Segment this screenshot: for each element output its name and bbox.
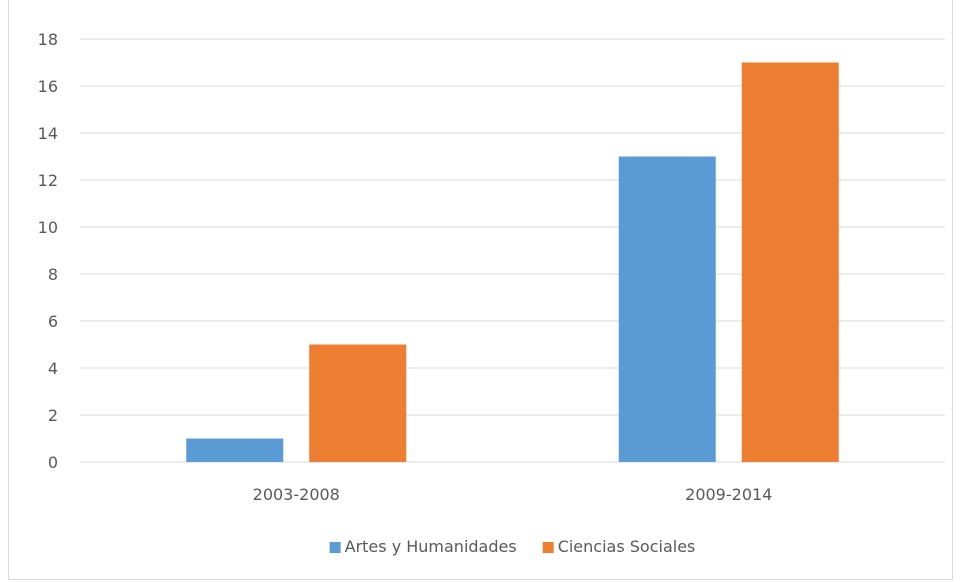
y-axis-ticks: 0 2 4 6 8 10 12 14 16 18 bbox=[38, 30, 58, 472]
legend-item: Artes y Humanidades bbox=[329, 537, 517, 556]
bar-artes-y-humanidades-2009-2014 bbox=[618, 156, 716, 462]
y-tick-label: 6 bbox=[48, 312, 58, 331]
x-axis-categories: 2003-2008 2009-2014 bbox=[253, 485, 773, 504]
y-tick-label: 14 bbox=[38, 124, 58, 143]
y-tick-label: 16 bbox=[38, 77, 58, 96]
x-category-label: 2003-2008 bbox=[253, 485, 340, 504]
x-category-label: 2009-2014 bbox=[685, 485, 772, 504]
legend-item: Ciencias Sociales bbox=[542, 537, 696, 556]
legend-swatch bbox=[329, 542, 341, 553]
y-tick-label: 8 bbox=[48, 265, 58, 284]
chart-frame bbox=[8, 0, 953, 580]
bar-ciencias-sociales-2003-2008 bbox=[309, 344, 407, 462]
legend: Artes y Humanidades Ciencias Sociales bbox=[329, 537, 696, 556]
bar-artes-y-humanidades-2003-2008 bbox=[186, 438, 284, 462]
legend-swatch bbox=[542, 542, 554, 553]
bars bbox=[186, 62, 839, 462]
y-tick-label: 12 bbox=[38, 171, 58, 190]
y-tick-label: 18 bbox=[38, 30, 58, 49]
y-tick-label: 0 bbox=[48, 453, 58, 472]
y-tick-label: 2 bbox=[48, 406, 58, 425]
y-tick-label: 4 bbox=[48, 359, 58, 378]
bar-ciencias-sociales-2009-2014 bbox=[741, 62, 839, 462]
legend-label: Ciencias Sociales bbox=[558, 537, 696, 556]
legend-label: Artes y Humanidades bbox=[345, 537, 517, 556]
y-tick-label: 10 bbox=[38, 218, 58, 237]
